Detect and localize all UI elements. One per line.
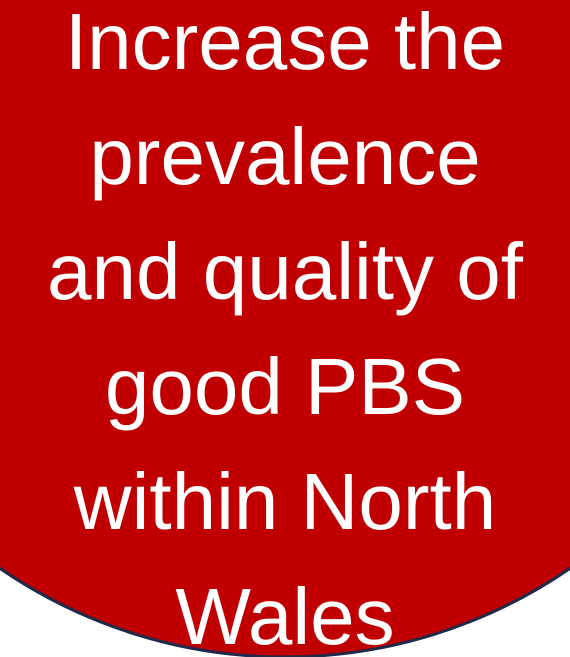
- statement-line: Increase the: [65, 0, 505, 86]
- statement-line: Wales: [175, 572, 394, 657]
- statement-line: prevalence: [89, 112, 480, 201]
- statement-line: good PBS: [105, 342, 465, 431]
- statement-line: within North: [73, 457, 496, 546]
- statement: Increase the prevalence and quality of good…: [47, 0, 524, 657]
- statement-line: and quality of: [47, 227, 524, 316]
